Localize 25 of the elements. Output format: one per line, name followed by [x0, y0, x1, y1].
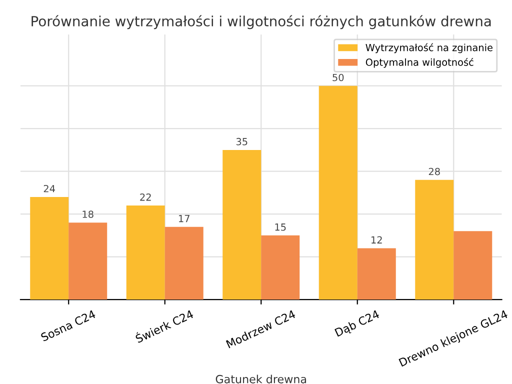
data-label: 17: [178, 214, 190, 222]
legend-label: Optymalna wilgotność: [366, 58, 474, 68]
data-label: 18: [82, 210, 94, 218]
chart-title: Porównanie wytrzymałości i wilgotności różnych gatunków drewna: [32, 15, 491, 30]
data-label: 22: [140, 193, 151, 201]
data-label: 28: [428, 168, 440, 176]
bar: [164, 226, 204, 300]
bar: [222, 150, 262, 300]
bar: [126, 206, 165, 300]
x-axis-title: Gatunek drewna: [216, 374, 306, 384]
bar: [357, 248, 396, 300]
data-label: 50: [332, 74, 344, 82]
bar: [30, 196, 69, 300]
data-label: 24: [44, 184, 55, 192]
x-tick-label: Sosna C24: [40, 310, 96, 342]
bar: [318, 86, 358, 300]
bar: [68, 222, 108, 300]
data-label: 12: [372, 236, 382, 244]
bar: [415, 180, 454, 300]
data-label: 15: [275, 224, 286, 231]
x-tick-label: Dąb C24: [334, 310, 381, 339]
data-label: 35: [236, 138, 248, 146]
bar: [261, 235, 300, 300]
bar: [454, 231, 492, 300]
legend-label: Wytrzymałość na zginanie: [366, 43, 492, 54]
